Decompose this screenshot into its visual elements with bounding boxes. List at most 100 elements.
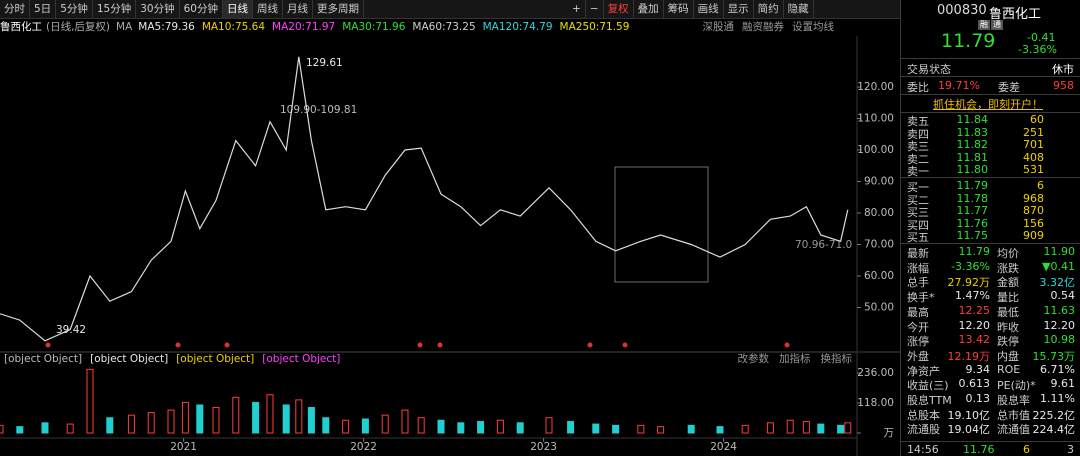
stat-label: 外盘 [907,349,929,363]
book-label: 买五 [907,231,929,245]
stat-value: 19.10亿 [947,408,991,422]
book-volume: 6 [1037,179,1044,192]
y-tick-label: 110.00 [857,113,894,125]
stat-value: 27.92万 [947,276,991,290]
info-bar: 鲁西化工 (日线,后复权) MA MA5:79.36 MA10:75.64 MA20:71… [0,19,900,35]
book-price: 11.79 [956,179,989,192]
volume-bar [0,424,4,434]
indicator-link[interactable]: 换指标 [821,352,853,365]
volume-bar [496,419,504,434]
volume-bar [567,421,575,434]
volume-bar [212,407,220,434]
period-tab[interactable]: 分时 [0,0,30,18]
stat-label: 换手* [907,291,935,305]
y-tick-label: 236.00 [857,367,894,379]
volume-bar [361,418,369,434]
tool-button[interactable]: 隐藏 [784,0,814,18]
price-line [0,56,849,342]
y-tick-label: 118.00 [857,397,894,409]
indicator-label: [object Object] [90,353,168,365]
period-tab[interactable]: 15分钟 [93,0,137,18]
link[interactable]: 设置均线 [792,21,834,33]
period-tab[interactable]: 5分钟 [56,0,93,18]
book-price: 11.80 [956,163,989,177]
tool-button[interactable]: 简约 [754,0,784,18]
tool-button[interactable]: + [568,0,586,18]
stat-label: 最新 [907,247,929,260]
period-tab[interactable]: 周线 [253,0,283,18]
separator [901,441,1080,442]
tool-button[interactable]: 画线 [694,0,724,18]
tool-button[interactable]: − [586,0,604,18]
stat-value: 1.11% [1040,392,1075,405]
y-tick-label: 80.00 [864,207,894,219]
period-tab[interactable]: 更多周期 [313,0,364,18]
volume-bar [252,401,260,434]
stock-title: 鲁西化工 [0,21,42,33]
book-label: 买三 [907,206,929,220]
stat-value: -3.36% [951,259,990,273]
book-price: 11.84 [956,113,989,126]
stock-name: 鲁西化工 [989,7,1042,22]
tool-button[interactable]: 筹码 [664,0,694,18]
book-label: 买一 [907,181,929,194]
stat-value: 13.42 [958,333,991,347]
volume-bar [545,417,553,434]
badge: 融 [978,20,990,30]
y-tick-label: 60.00 [864,270,894,282]
book-volume: 408 [1023,150,1044,164]
book-price: 11.81 [956,150,989,164]
ma-value: MA120:74.79 [482,21,553,33]
separator [901,112,1080,113]
y-tick-label: 50.00 [864,301,894,313]
promo-link[interactable]: 抓住机会，即刻开户！ [933,98,1043,111]
indicator-label: [object Object] [4,353,82,365]
period-tab[interactable]: 5日 [30,0,57,18]
volume-bar [401,409,409,434]
stat-label: 流通股 [907,423,940,437]
volume-bar [41,422,49,434]
tool-button[interactable]: 叠加 [634,0,664,18]
ratio-label: 委差 [998,81,1020,94]
stat-value: 9.61 [1050,377,1076,391]
period-tab[interactable]: 60分钟 [180,0,223,18]
links: 深股通 融资融券 设置均线 [695,19,835,35]
stat-value: 12.19万 [947,349,991,363]
book-volume: 156 [1023,216,1044,230]
tool-button[interactable]: 复权 [604,0,634,18]
tool-button[interactable]: 显示 [724,0,754,18]
tools: + − 复权 叠加 筹码 画线 显示 简约 隐藏 [568,0,814,18]
indicator-link[interactable]: 改参数 [738,352,770,365]
period-tab[interactable]: 日线 [223,0,253,18]
stat-label: 金额 [997,276,1019,290]
indicator-link[interactable]: 加指标 [779,352,811,365]
book-price: 11.76 [956,216,989,230]
y-tick-label: 70.00 [864,238,894,250]
volume-bar [802,421,810,434]
ratio-value: 958 [1053,79,1074,92]
stat-label: 今开 [907,320,929,334]
y-tick-label: 100.00 [857,144,894,156]
change-pct: -3.36% [1018,43,1057,56]
annotation: 109.90-109.81 [280,104,357,116]
indicator-label: [object Object] [176,353,254,365]
volume-bar [322,417,330,434]
volume-bar [167,409,175,434]
separator [901,94,1080,95]
trade-count: 3 [1067,443,1074,456]
period-tab[interactable]: 30分钟 [136,0,180,18]
period-tab[interactable]: 月线 [283,0,313,18]
stat-label: 昨收 [997,320,1019,334]
ma-value: MA20:71.97 [272,21,336,33]
stat-label: 最低 [997,305,1019,319]
stat-value: 11.63 [1043,303,1076,317]
link[interactable]: 深股通 [702,21,735,33]
separator [901,243,1080,244]
link[interactable]: 融资融券 [742,21,784,33]
last-price: 11.79 [941,30,996,52]
trade-volume: 6 [1023,443,1030,456]
ma-value: MA30:71.96 [342,21,406,33]
stat-value: 12.20 [1043,318,1076,332]
book-volume: 701 [1023,138,1044,152]
book-label: 买四 [907,218,929,232]
